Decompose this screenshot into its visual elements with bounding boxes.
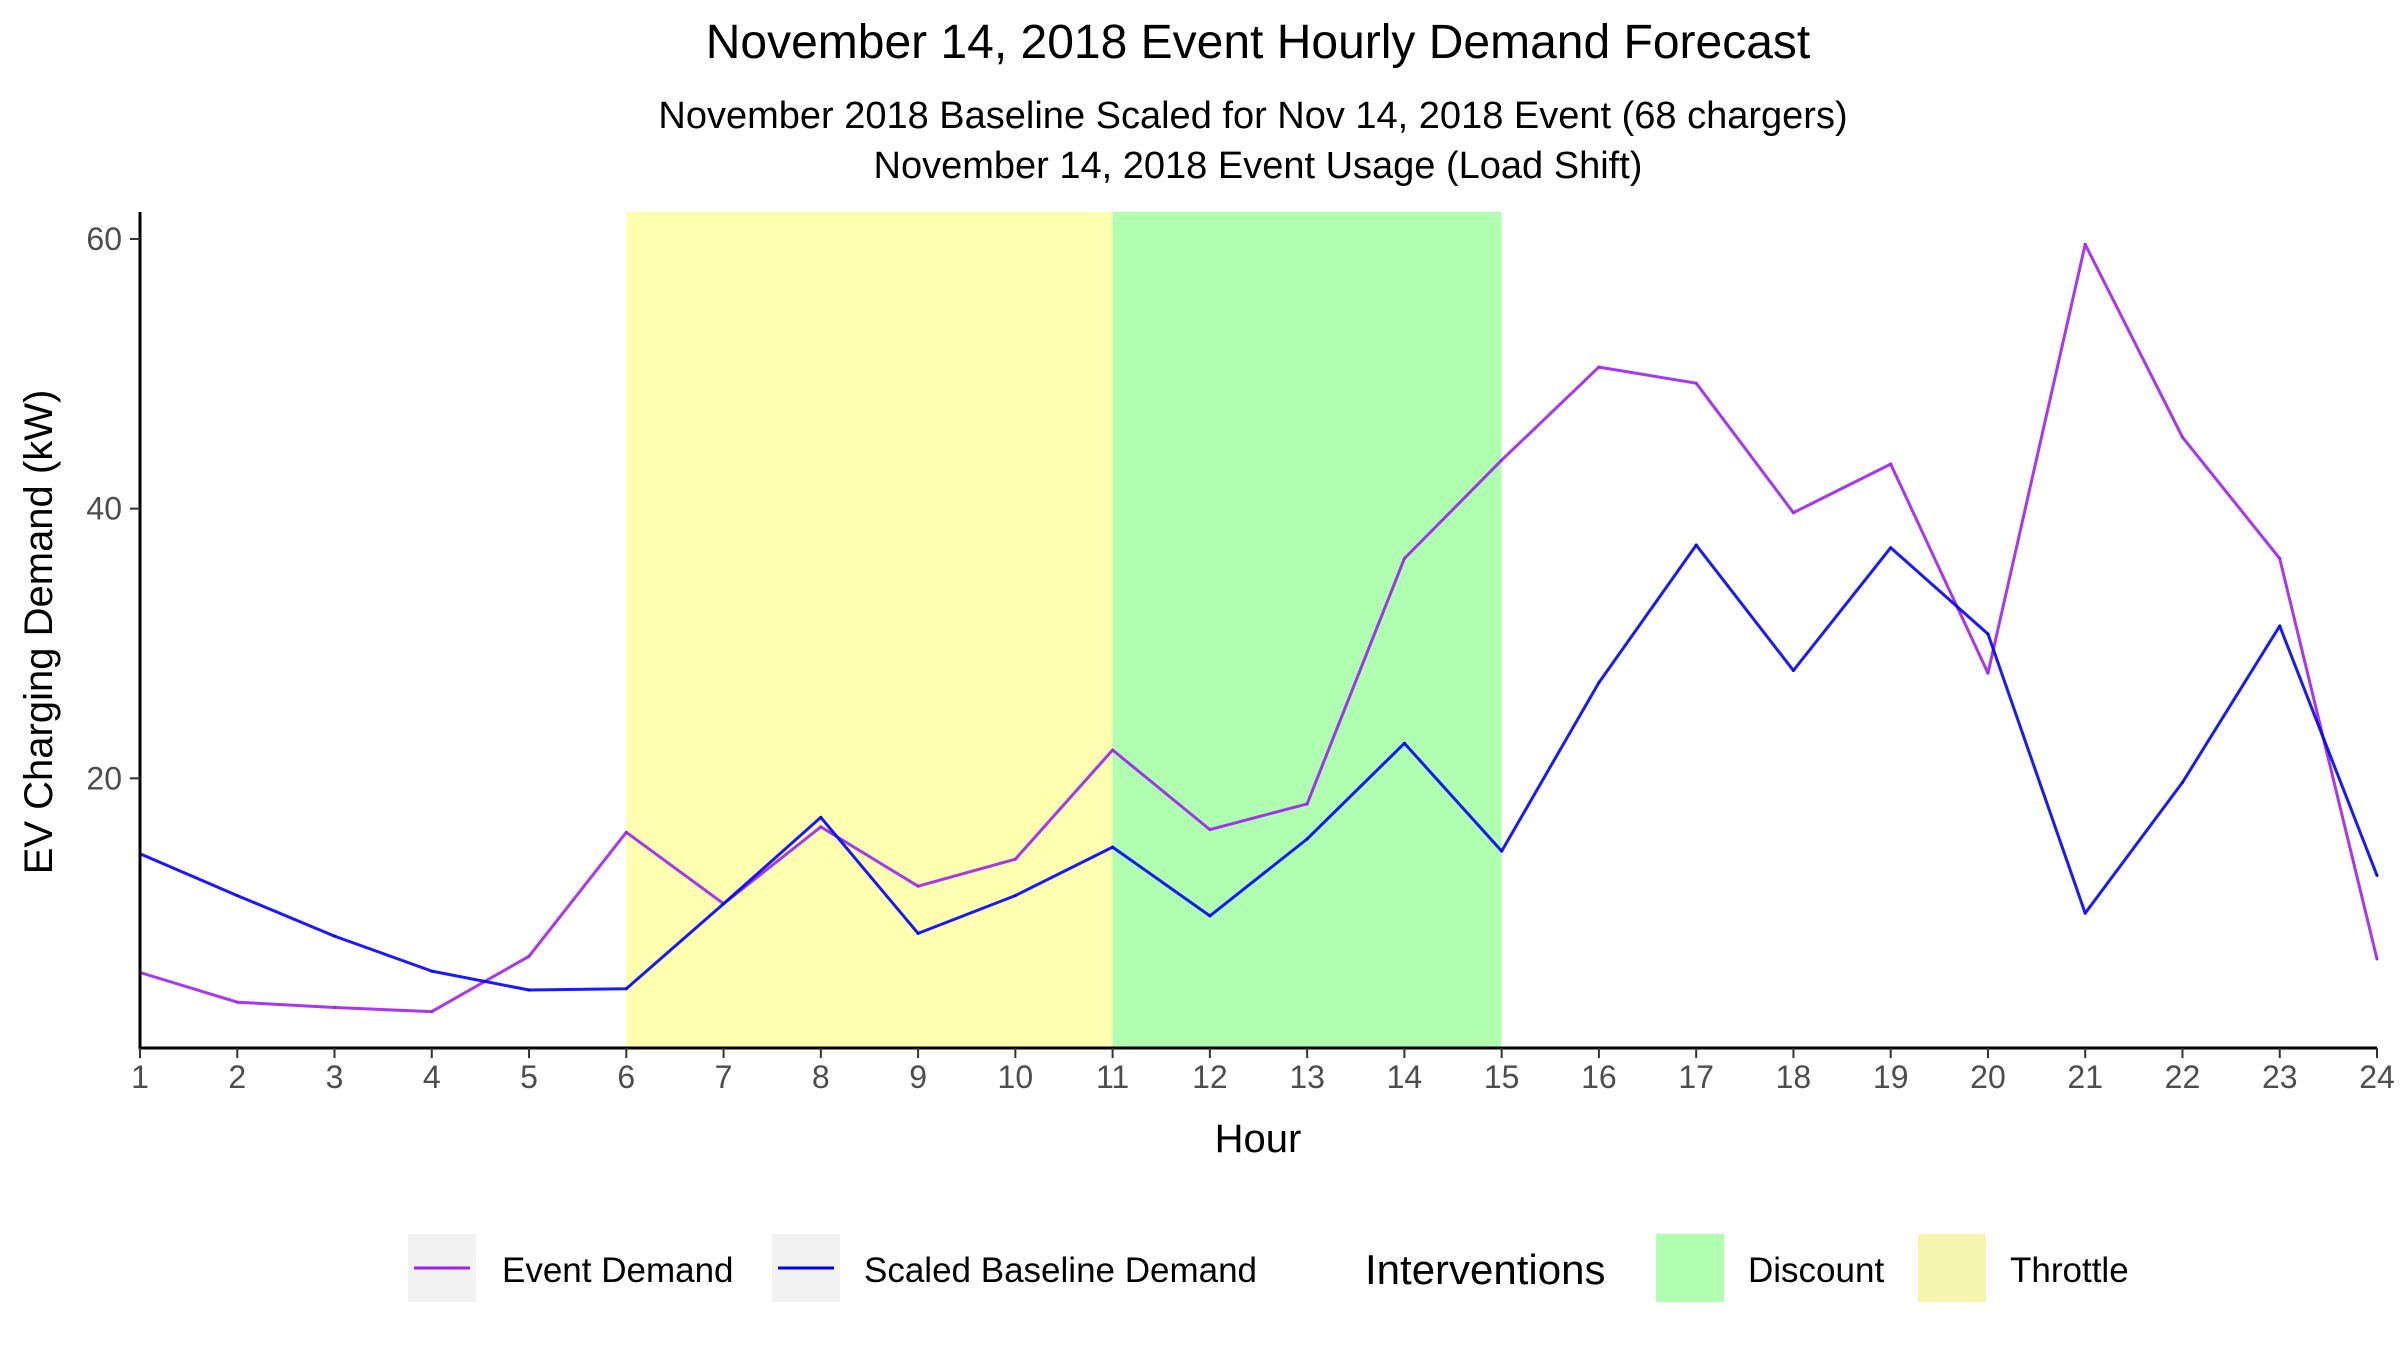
data-point-scaled-baseline-demand: [1889, 546, 1893, 550]
x-tick-label: 17: [1678, 1059, 1714, 1095]
data-point-event-demand: [1500, 458, 1504, 462]
chart-title: November 14, 2018 Event Hourly Demand Fo…: [706, 16, 1811, 69]
x-tick-label: 12: [1192, 1059, 1228, 1095]
x-tick-label: 5: [520, 1059, 538, 1095]
data-point-event-demand: [1597, 365, 1601, 369]
legend-title-interventions: Interventions: [1365, 1246, 1605, 1293]
data-point-event-demand: [2375, 957, 2379, 961]
data-point-scaled-baseline-demand: [235, 894, 239, 898]
data-point-scaled-baseline-demand: [916, 931, 920, 935]
legend-label-scaled-baseline: Scaled Baseline Demand: [864, 1251, 1257, 1290]
data-point-scaled-baseline-demand: [2375, 873, 2379, 877]
data-point-event-demand: [819, 825, 823, 829]
legend-label-throttle: Throttle: [2010, 1251, 2129, 1290]
y-tick-label: 20: [86, 760, 122, 796]
data-point-scaled-baseline-demand: [1597, 681, 1601, 685]
data-point-scaled-baseline-demand: [527, 988, 531, 992]
region-throttle: [626, 212, 1113, 1048]
chart-subtitle-line-2: November 14, 2018 Event Usage (Load Shif…: [874, 145, 1643, 187]
x-tick-label: 20: [1970, 1059, 2006, 1095]
y-tick-label: 60: [86, 221, 122, 257]
data-point-event-demand: [333, 1006, 337, 1010]
data-point-scaled-baseline-demand: [1500, 849, 1504, 853]
data-point-scaled-baseline-demand: [819, 815, 823, 819]
data-point-event-demand: [1694, 381, 1698, 385]
x-tick-label: 18: [1776, 1059, 1812, 1095]
legend-swatch-discount: [1656, 1234, 1724, 1302]
legend-swatch-throttle: [1918, 1234, 1986, 1302]
data-point-scaled-baseline-demand: [1208, 914, 1212, 918]
x-tick-label: 1: [131, 1059, 149, 1095]
series-lines: [138, 242, 2379, 1014]
x-tick-label: 19: [1873, 1059, 1909, 1095]
data-point-scaled-baseline-demand: [722, 902, 726, 906]
x-tick-label: 8: [812, 1059, 830, 1095]
x-tick-label: 23: [2262, 1059, 2298, 1095]
data-point-event-demand: [1889, 462, 1893, 466]
data-point-event-demand: [916, 884, 920, 888]
data-point-event-demand: [1013, 857, 1017, 861]
data-point-scaled-baseline-demand: [1111, 845, 1115, 849]
x-tick-label: 22: [2165, 1059, 2201, 1095]
x-tick-label: 3: [326, 1059, 344, 1095]
y-tick-label: 40: [86, 491, 122, 527]
data-point-scaled-baseline-demand: [1013, 894, 1017, 898]
x-tick-label: 11: [1096, 1059, 1129, 1095]
x-tick-label: 6: [617, 1059, 635, 1095]
data-point-scaled-baseline-demand: [1986, 632, 1990, 636]
axes: 1 2 3 4 5 6 7 8 9 10 11 12 13 14 15 16 17 18 19 20 21 22 23 242…: [86, 212, 2395, 1095]
data-point-scaled-baseline-demand: [1694, 543, 1698, 547]
data-point-event-demand: [1791, 511, 1795, 515]
data-point-scaled-baseline-demand: [1305, 837, 1309, 841]
data-point-event-demand: [2083, 242, 2087, 246]
data-point-scaled-baseline-demand: [1402, 741, 1406, 745]
data-point-event-demand: [1208, 828, 1212, 832]
data-point-scaled-baseline-demand: [624, 987, 628, 991]
data-point-scaled-baseline-demand: [1791, 668, 1795, 672]
data-point-event-demand: [2278, 557, 2282, 561]
legend-label-discount: Discount: [1748, 1251, 1884, 1290]
x-tick-label: 14: [1387, 1059, 1423, 1095]
series-line-scaled-baseline-demand: [139, 543, 2379, 992]
legend-label-event-demand: Event Demand: [502, 1251, 734, 1290]
data-point-event-demand: [1402, 557, 1406, 561]
data-point-event-demand: [624, 830, 628, 834]
x-tick-label: 24: [2359, 1059, 2395, 1095]
region-discount: [1112, 212, 1502, 1048]
intervention-regions: [626, 212, 1502, 1048]
data-point-event-demand: [1305, 802, 1309, 806]
data-point-event-demand: [2180, 435, 2184, 439]
chart-subtitle-line-1: November 2018 Baseline Scaled for Nov 14…: [658, 95, 1847, 137]
x-tick-label: 16: [1581, 1059, 1617, 1095]
data-point-scaled-baseline-demand: [2083, 911, 2087, 915]
data-point-scaled-baseline-demand: [2180, 780, 2184, 784]
x-tick-label: 10: [998, 1059, 1034, 1095]
data-point-scaled-baseline-demand: [333, 934, 337, 938]
data-point-event-demand: [1111, 748, 1115, 752]
data-point-event-demand: [430, 1010, 434, 1014]
data-point-event-demand: [527, 954, 531, 958]
x-tick-label: 21: [2067, 1059, 2103, 1095]
series-line-event-demand: [139, 242, 2379, 1014]
y-axis-label: EV Charging Demand (kW): [17, 390, 61, 875]
x-tick-label: 7: [715, 1059, 733, 1095]
data-point-event-demand: [1986, 671, 1990, 675]
x-tick-label: 15: [1484, 1059, 1520, 1095]
x-tick-label: 13: [1289, 1059, 1325, 1095]
legend: Event Demand Scaled Baseline Demand Inte…: [408, 1234, 2129, 1302]
data-point-event-demand: [235, 1000, 239, 1004]
data-point-scaled-baseline-demand: [430, 969, 434, 973]
x-axis-label: Hour: [1215, 1117, 1302, 1161]
data-point-scaled-baseline-demand: [2278, 624, 2282, 628]
x-tick-label: 4: [423, 1059, 441, 1095]
x-tick-label: 2: [228, 1059, 246, 1095]
x-tick-label: 9: [909, 1059, 927, 1095]
